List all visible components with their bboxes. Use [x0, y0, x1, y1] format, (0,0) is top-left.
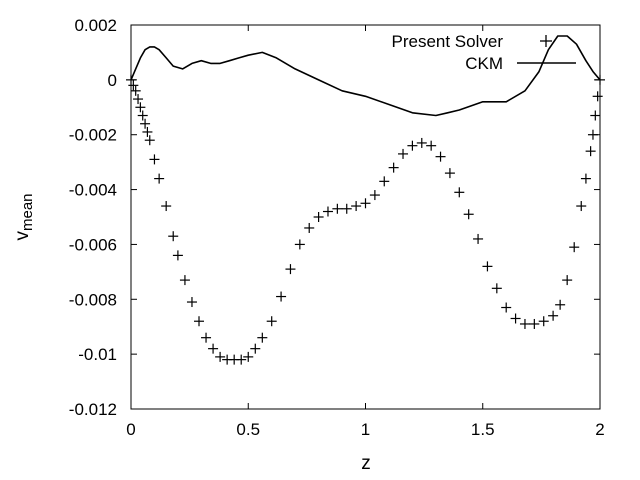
point-present-solver	[294, 239, 305, 250]
y-axis-ticks: 0.002 0 -0.002 -0.004 -0.006 -0.008 -0.01 -0.01…	[69, 16, 600, 419]
point-present-solver	[463, 209, 474, 220]
point-present-solver	[592, 91, 603, 102]
legend-marker-present-solver	[540, 35, 552, 47]
point-present-solver	[473, 233, 484, 244]
point-present-solver	[590, 110, 601, 121]
point-present-solver	[250, 343, 261, 354]
point-present-solver	[379, 176, 390, 187]
x-tick-label: 0	[126, 420, 135, 439]
point-present-solver	[555, 299, 566, 310]
point-present-solver	[332, 203, 343, 214]
point-present-solver	[208, 343, 219, 354]
point-present-solver	[360, 198, 371, 209]
x-axis-ticks: 0 0.5 1 1.5 2	[126, 25, 605, 439]
point-present-solver	[341, 203, 352, 214]
point-present-solver	[548, 310, 559, 321]
point-present-solver	[133, 94, 144, 105]
y-tick-label: -0.004	[69, 181, 117, 200]
point-present-solver	[154, 173, 165, 184]
point-present-solver	[149, 154, 160, 165]
legend-label-present-solver: Present Solver	[392, 32, 504, 51]
point-present-solver	[172, 250, 183, 261]
x-axis-label: z	[361, 453, 371, 474]
point-present-solver	[435, 151, 446, 162]
y-tick-label: -0.01	[78, 345, 117, 364]
point-present-solver	[416, 137, 427, 148]
point-present-solver	[454, 187, 465, 198]
point-present-solver	[322, 206, 333, 217]
point-present-solver	[142, 126, 153, 137]
point-present-solver	[257, 332, 268, 343]
series-layer	[126, 35, 605, 365]
point-present-solver	[215, 351, 226, 362]
legend-label-ckm: CKM	[465, 54, 503, 73]
point-present-solver	[276, 291, 287, 302]
point-present-solver	[510, 313, 521, 324]
y-tick-label: -0.008	[69, 290, 117, 309]
point-present-solver	[388, 162, 399, 173]
point-present-solver	[398, 148, 409, 159]
point-present-solver	[407, 140, 418, 151]
point-present-solver	[285, 264, 296, 275]
point-present-solver	[126, 74, 136, 85]
point-present-solver	[595, 74, 605, 85]
point-present-solver	[426, 140, 437, 151]
point-present-solver	[538, 316, 549, 327]
y-axis-label: vmean	[12, 193, 36, 240]
point-present-solver	[369, 190, 380, 201]
point-present-solver	[569, 242, 580, 253]
point-present-solver	[140, 118, 151, 129]
series-line-ckm	[130, 35, 601, 117]
point-present-solver	[580, 173, 591, 184]
x-tick-label: 1	[361, 420, 370, 439]
point-present-solver	[501, 302, 512, 313]
point-present-solver	[529, 318, 540, 329]
y-axis-label-main: v	[12, 231, 33, 241]
point-present-solver	[482, 261, 493, 272]
point-present-solver	[168, 231, 179, 242]
point-present-solver	[194, 316, 205, 327]
point-present-solver	[243, 351, 254, 362]
point-present-solver	[585, 146, 596, 157]
point-present-solver	[313, 212, 324, 222]
y-tick-label: 0.002	[74, 16, 117, 35]
y-tick-label: 0	[108, 71, 117, 90]
point-present-solver	[137, 110, 148, 121]
y-axis-label-sub: mean	[19, 193, 36, 231]
point-present-solver	[491, 283, 502, 294]
point-present-solver	[179, 275, 190, 286]
point-present-solver	[144, 135, 155, 146]
x-tick-label: 0.5	[236, 420, 260, 439]
y-tick-label: -0.002	[69, 126, 117, 145]
point-present-solver	[236, 354, 247, 365]
x-tick-label: 2	[595, 420, 604, 439]
point-present-solver	[351, 201, 362, 212]
point-present-solver	[304, 222, 315, 233]
point-present-solver	[562, 275, 573, 286]
point-present-solver	[128, 80, 139, 91]
point-present-solver	[186, 297, 197, 308]
point-present-solver	[519, 318, 530, 329]
point-present-solver	[587, 129, 598, 140]
point-present-solver	[266, 316, 277, 327]
y-tick-label: -0.006	[69, 235, 117, 254]
point-present-solver	[130, 85, 141, 96]
x-tick-label: 1.5	[471, 420, 495, 439]
point-present-solver	[444, 168, 455, 179]
legend: Present Solver CKM	[392, 32, 576, 73]
point-present-solver	[135, 102, 146, 113]
y-tick-label: -0.012	[69, 400, 117, 419]
point-present-solver	[161, 201, 172, 212]
plot-frame	[130, 24, 601, 410]
point-present-solver	[201, 332, 212, 343]
point-present-solver	[576, 201, 587, 212]
